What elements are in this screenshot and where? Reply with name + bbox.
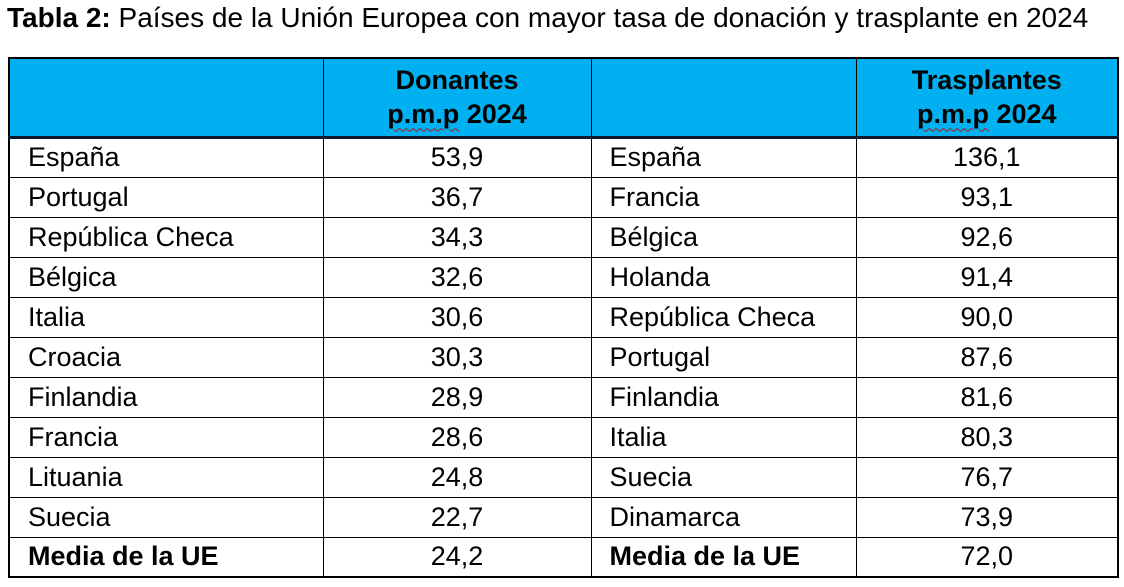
donor-rate-cell: 30,6	[322, 296, 592, 338]
transplant-rate-cell: 136,1	[855, 136, 1119, 178]
table-row: Francia 28,6 Italia 80,3	[8, 416, 1119, 458]
transplant-country-cell: Dinamarca	[590, 496, 857, 538]
transplant-country-cell: España	[590, 136, 857, 178]
donor-rate-cell: 24,2	[322, 536, 592, 578]
donor-rate-cell: 22,7	[322, 496, 592, 538]
table-body: España 53,9 España 136,1 Portugal 36,7 F…	[8, 136, 1119, 578]
table-row: Media de la UE 24,2 Media de la UE 72,0	[8, 536, 1119, 578]
donor-country-cell: Finlandia	[8, 376, 324, 418]
table-row: Bélgica 32,6 Holanda 91,4	[8, 256, 1119, 298]
donor-country-cell: Italia	[8, 296, 324, 338]
header-donantes-year: 2024	[459, 99, 527, 130]
transplant-rate-cell: 80,3	[855, 416, 1119, 458]
header-trasplantes-pmp: p.m.p	[916, 99, 989, 130]
donor-country-cell: Suecia	[8, 496, 324, 538]
header-donantes-pmp: p.m.p	[387, 99, 460, 130]
transplant-rate-cell: 93,1	[855, 176, 1119, 218]
donor-country-cell: República Checa	[8, 216, 324, 258]
donor-rate-cell: 32,6	[322, 256, 592, 298]
transplant-rate-cell: 91,4	[855, 256, 1119, 298]
table-caption: Tabla 2: Países de la Unión Europea con …	[7, 1, 1088, 35]
header-trasplantes-line2: p.m.p 2024	[857, 97, 1118, 131]
table-row: Finlandia 28,9 Finlandia 81,6	[8, 376, 1119, 418]
table-row: Suecia 22,7 Dinamarca 73,9	[8, 496, 1119, 538]
donor-rate-cell: 28,6	[322, 416, 592, 458]
transplant-country-cell: Portugal	[590, 336, 857, 378]
transplant-country-cell: Italia	[590, 416, 857, 458]
donor-country-cell: Lituania	[8, 456, 324, 498]
header-trasplantes-line1: Trasplantes	[911, 65, 1062, 96]
header-trasplantes-year: 2024	[988, 99, 1057, 130]
header-cell-empty-right	[590, 57, 857, 138]
transplant-country-cell: Francia	[590, 176, 857, 218]
donor-country-cell: España	[8, 136, 324, 178]
donor-rate-cell: 34,3	[322, 216, 592, 258]
header-cell-trasplantes: Trasplantes p.m.p 2024	[855, 57, 1119, 138]
donor-country-cell: Portugal	[8, 176, 324, 218]
transplant-country-cell: Media de la UE	[590, 536, 857, 578]
header-cell-donantes: Donantes p.m.p 2024	[322, 57, 592, 138]
transplant-rate-cell: 81,6	[855, 376, 1119, 418]
donor-rate-cell: 28,9	[322, 376, 592, 418]
table-row: República Checa 34,3 Bélgica 92,6	[8, 216, 1119, 258]
transplant-country-cell: Finlandia	[590, 376, 857, 418]
table-row: Italia 30,6 República Checa 90,0	[8, 296, 1119, 338]
donor-country-cell: Media de la UE	[8, 536, 324, 578]
header-row: Donantes p.m.p 2024 Trasplantes p.m.p 20…	[8, 57, 1119, 138]
transplant-country-cell: Holanda	[590, 256, 857, 298]
header-donantes-line2: p.m.p 2024	[324, 97, 591, 131]
transplant-rate-cell: 73,9	[855, 496, 1119, 538]
table-caption-label: Tabla 2:	[7, 2, 111, 33]
donor-rate-cell: 36,7	[322, 176, 592, 218]
donor-country-cell: Croacia	[8, 336, 324, 378]
table-row: España 53,9 España 136,1	[8, 136, 1119, 178]
transplant-rate-cell: 87,6	[855, 336, 1119, 378]
transplant-rate-cell: 72,0	[855, 536, 1119, 578]
donation-transplant-table: Donantes p.m.p 2024 Trasplantes p.m.p 20…	[8, 57, 1119, 578]
header-donantes-line1: Donantes	[395, 65, 519, 96]
donor-rate-cell: 30,3	[322, 336, 592, 378]
transplant-rate-cell: 90,0	[855, 296, 1119, 338]
donor-country-cell: Francia	[8, 416, 324, 458]
transplant-country-cell: Bélgica	[590, 216, 857, 258]
table-row: Croacia 30,3 Portugal 87,6	[8, 336, 1119, 378]
table-caption-text: Países de la Unión Europea con mayor tas…	[110, 2, 1089, 33]
table-row: Lituania 24,8 Suecia 76,7	[8, 456, 1119, 498]
donor-rate-cell: 24,8	[322, 456, 592, 498]
header-cell-empty-left	[8, 57, 324, 138]
transplant-country-cell: República Checa	[590, 296, 857, 338]
transplant-country-cell: Suecia	[590, 456, 857, 498]
donor-rate-cell: 53,9	[322, 136, 592, 178]
donor-country-cell: Bélgica	[8, 256, 324, 298]
table-row: Portugal 36,7 Francia 93,1	[8, 176, 1119, 218]
transplant-rate-cell: 92,6	[855, 216, 1119, 258]
transplant-rate-cell: 76,7	[855, 456, 1119, 498]
